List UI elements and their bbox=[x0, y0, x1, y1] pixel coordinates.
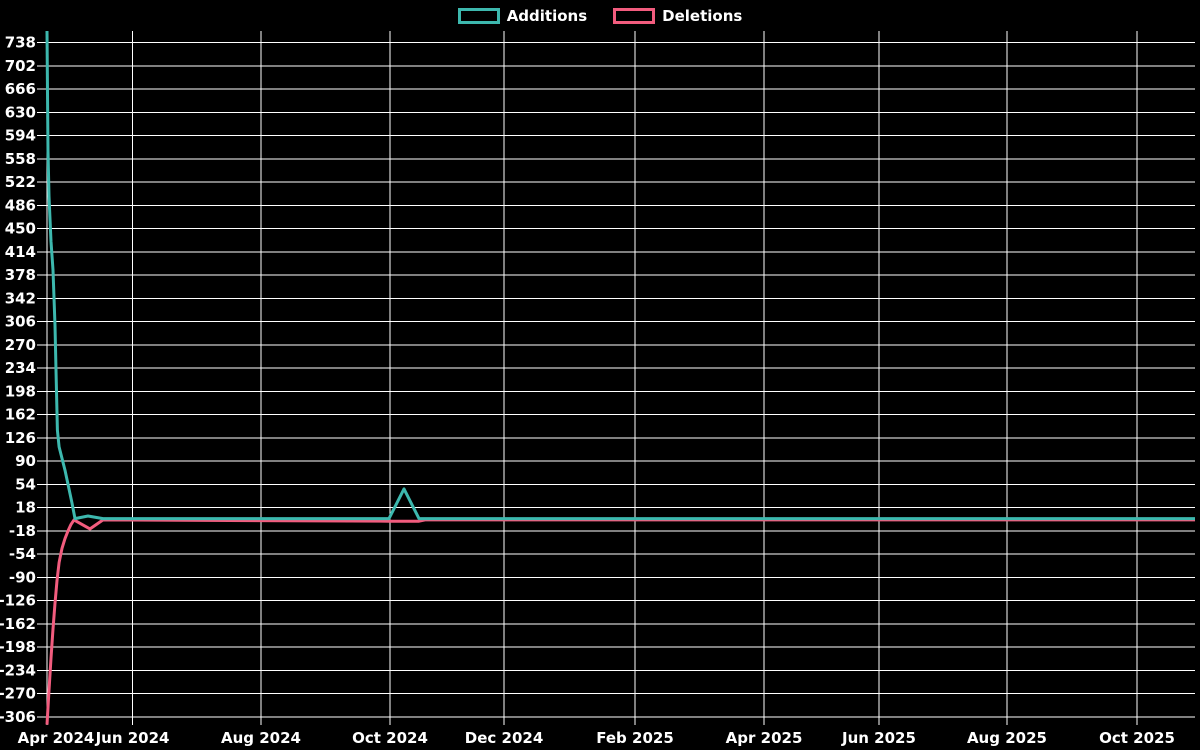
deletions-swatch-icon bbox=[613, 8, 656, 24]
y-tick-label: 162 bbox=[5, 406, 36, 424]
y-tick-label: -18 bbox=[9, 522, 36, 540]
chart-legend: Additions Deletions bbox=[0, 8, 1200, 24]
legend-item-deletions[interactable]: Deletions bbox=[613, 8, 742, 24]
y-tick-label: 666 bbox=[5, 80, 36, 98]
legend-label-additions: Additions bbox=[506, 6, 588, 25]
y-tick-label: -126 bbox=[0, 592, 36, 610]
y-tick-label: -306 bbox=[0, 708, 36, 726]
x-tick-label: Apr 2025 bbox=[726, 729, 803, 747]
x-tick-label: Oct 2024 bbox=[352, 729, 428, 747]
series-line-deletions bbox=[45, 518, 1195, 725]
y-tick-label: 738 bbox=[5, 34, 36, 52]
x-tick-label: Dec 2024 bbox=[465, 729, 544, 747]
y-tick-label: -234 bbox=[0, 661, 36, 679]
y-tick-label: 702 bbox=[5, 57, 36, 75]
additions-swatch-icon bbox=[457, 8, 500, 24]
y-tick-label: 450 bbox=[5, 220, 36, 238]
y-tick-label: -198 bbox=[0, 638, 36, 656]
y-tick-label: 378 bbox=[5, 266, 36, 284]
y-tick-label: 126 bbox=[5, 429, 36, 447]
y-tick-label: 18 bbox=[15, 499, 36, 517]
x-tick-label: Jun 2024 bbox=[95, 729, 170, 747]
y-tick-label: 630 bbox=[5, 103, 36, 121]
y-tick-label: -54 bbox=[9, 545, 36, 563]
x-tick-label: Oct 2025 bbox=[1099, 729, 1175, 747]
x-tick-label: Feb 2025 bbox=[596, 729, 674, 747]
y-tick-label: 558 bbox=[5, 150, 36, 168]
x-tick-label: Jun 2025 bbox=[841, 729, 916, 747]
y-tick-label: -90 bbox=[9, 568, 36, 586]
y-tick-label: -270 bbox=[0, 685, 36, 703]
series-line-additions bbox=[45, 30, 1195, 521]
y-tick-label: 486 bbox=[5, 196, 36, 214]
y-tick-label: 234 bbox=[5, 359, 36, 377]
y-tick-label: 54 bbox=[15, 475, 36, 493]
y-tick-label: 270 bbox=[5, 336, 36, 354]
x-tick-label: Aug 2024 bbox=[221, 729, 301, 747]
y-tick-label: 342 bbox=[5, 289, 36, 307]
y-tick-label: 522 bbox=[5, 173, 36, 191]
x-tick-label: Apr 2024 bbox=[18, 729, 95, 747]
y-tick-label: 90 bbox=[15, 452, 36, 470]
y-tick-label: -162 bbox=[0, 615, 36, 633]
legend-label-deletions: Deletions bbox=[662, 6, 743, 25]
legend-item-additions[interactable]: Additions bbox=[457, 6, 588, 25]
y-tick-label: 594 bbox=[5, 127, 36, 145]
x-tick-label: Aug 2025 bbox=[967, 729, 1047, 747]
y-tick-label: 306 bbox=[5, 313, 36, 331]
y-tick-label: 198 bbox=[5, 382, 36, 400]
y-tick-label: 414 bbox=[5, 243, 36, 261]
